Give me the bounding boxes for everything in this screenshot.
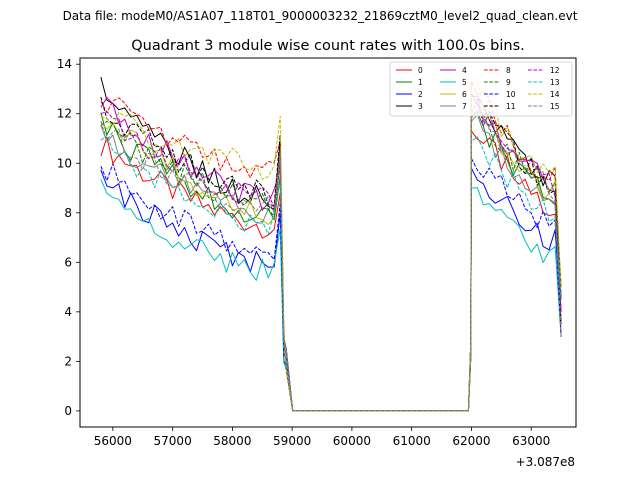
legend-label-0: 0 bbox=[418, 66, 423, 75]
x-tick-label: 62000 bbox=[452, 434, 490, 448]
series-line-9 bbox=[100, 110, 562, 412]
data-file-label: Data file: modeM0/AS1A07_118T01_90000032… bbox=[63, 9, 578, 23]
series-line-8 bbox=[100, 81, 562, 412]
legend-box bbox=[389, 61, 573, 117]
x-tick-label: 60000 bbox=[333, 434, 371, 448]
legend-label-3: 3 bbox=[418, 102, 423, 111]
series-line-12 bbox=[100, 98, 562, 412]
series-line-1 bbox=[100, 111, 562, 412]
series-line-5 bbox=[100, 179, 562, 412]
x-tick-label: 58000 bbox=[213, 434, 251, 448]
x-tick-label: 63000 bbox=[512, 434, 550, 448]
legend-label-10: 10 bbox=[506, 90, 516, 99]
legend-label-14: 14 bbox=[550, 90, 560, 99]
y-tick-label: 0 bbox=[64, 404, 72, 418]
legend-label-1: 1 bbox=[418, 78, 423, 87]
series-line-15 bbox=[100, 108, 562, 412]
series-line-4 bbox=[100, 95, 562, 412]
legend-label-9: 9 bbox=[506, 78, 511, 87]
y-tick-label: 8 bbox=[64, 206, 72, 220]
series-line-3 bbox=[100, 76, 562, 412]
x-tick-label: 56000 bbox=[94, 434, 132, 448]
y-axis: 0 2 4 6 8 10 12 14 bbox=[57, 57, 80, 418]
x-axis: 56000 57000 58000 59000 60000 61000 62000 63000 bbox=[94, 427, 550, 448]
y-tick-label: 4 bbox=[64, 305, 72, 319]
legend-label-8: 8 bbox=[506, 66, 511, 75]
series-layer bbox=[100, 76, 562, 412]
x-tick-label: 57000 bbox=[154, 434, 192, 448]
legend-label-7: 7 bbox=[462, 102, 467, 111]
y-tick-label: 12 bbox=[57, 107, 72, 121]
y-tick-label: 14 bbox=[57, 57, 72, 71]
legend-label-4: 4 bbox=[462, 66, 467, 75]
series-line-10 bbox=[100, 157, 562, 412]
legend-label-15: 15 bbox=[550, 102, 560, 111]
legend-label-11: 11 bbox=[506, 102, 516, 111]
chart-title: Quadrant 3 module wise count rates with … bbox=[131, 38, 525, 54]
series-line-7 bbox=[100, 114, 562, 412]
plot-frame bbox=[79, 57, 577, 428]
legend-label-6: 6 bbox=[462, 90, 467, 99]
y-tick-label: 2 bbox=[64, 354, 72, 368]
x-tick-label: 61000 bbox=[393, 434, 431, 448]
series-line-2 bbox=[100, 167, 562, 412]
legend-label-5: 5 bbox=[462, 78, 467, 87]
y-tick-label: 6 bbox=[64, 255, 72, 269]
x-axis-offset-label: +3.087e8 bbox=[516, 455, 575, 469]
series-line-11 bbox=[100, 93, 562, 412]
legend-label-12: 12 bbox=[550, 66, 560, 75]
y-tick-label: 10 bbox=[57, 156, 72, 170]
x-tick-label: 59000 bbox=[273, 434, 311, 448]
legend-label-13: 13 bbox=[550, 78, 560, 87]
series-line-13 bbox=[100, 134, 562, 412]
legend-label-2: 2 bbox=[418, 90, 423, 99]
series-line-14 bbox=[100, 78, 562, 412]
